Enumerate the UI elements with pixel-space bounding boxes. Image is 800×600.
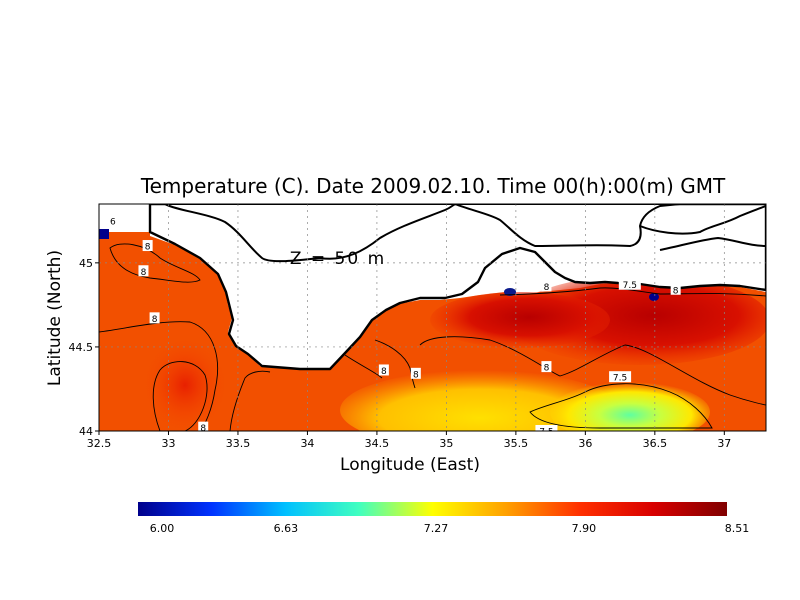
y-axis-label: Latitude (North) bbox=[45, 250, 65, 386]
contour-line bbox=[229, 370, 271, 431]
colorbar-tick-label: 8.51 bbox=[725, 522, 750, 535]
x-tick-label: 37 bbox=[717, 437, 731, 450]
contour-label-bg bbox=[541, 280, 552, 292]
x-axis-label: Longitude (East) bbox=[340, 455, 480, 475]
x-axis: 32.5 33 33.5 34 34.5 35 35.5 36 36.5 37 bbox=[87, 431, 731, 450]
x-tick-label: 33 bbox=[161, 437, 175, 450]
contour-label-bg bbox=[670, 283, 681, 295]
warm-core-east bbox=[510, 275, 766, 365]
land bbox=[148, 204, 766, 371]
cold-patch-west bbox=[99, 229, 109, 239]
contour-line bbox=[99, 321, 218, 431]
contour-label-bg bbox=[618, 278, 641, 290]
contour-label: 7.5 bbox=[539, 428, 553, 438]
x-tick-label: 34 bbox=[300, 437, 314, 450]
contour-label: 7.5 bbox=[623, 281, 637, 291]
yellow-core bbox=[340, 370, 620, 431]
colorbar-labels: 6.00 6.63 7.27 7.90 8.51 bbox=[150, 522, 750, 535]
chart-title: Temperature (C). Date 2009.02.10. Time 0… bbox=[140, 174, 726, 198]
contour-label-bg bbox=[138, 265, 149, 277]
depth-annotation: Z = 50 m bbox=[290, 249, 386, 269]
contour-line bbox=[529, 383, 713, 429]
contour-lines bbox=[99, 243, 766, 431]
sea-field bbox=[99, 229, 766, 431]
x-tick-label: 36.5 bbox=[643, 437, 668, 450]
cold-patch-east bbox=[649, 293, 659, 301]
contour-label-bg bbox=[107, 214, 118, 226]
contour-label: 6 bbox=[110, 217, 116, 227]
contour-label-bg bbox=[609, 371, 632, 383]
azov-sea bbox=[164, 204, 456, 263]
contour-label: 8 bbox=[544, 364, 550, 374]
contour-line bbox=[344, 354, 383, 379]
contour-label-bg bbox=[149, 312, 160, 324]
colorbar-strip bbox=[138, 502, 727, 516]
y-tick-label: 44.5 bbox=[69, 341, 94, 354]
contour-labels: 6 8 8 8 8 8 8 8 8 8 7.5 7.5 7.5 bbox=[107, 214, 681, 438]
colorbar: 6.00 6.63 7.27 7.90 8.51 bbox=[138, 502, 749, 535]
sea-region bbox=[99, 232, 766, 431]
azov-sea-east bbox=[454, 204, 681, 247]
x-tick-label: 35.5 bbox=[504, 437, 529, 450]
contour-label-bg bbox=[378, 364, 389, 376]
x-tick-label: 35 bbox=[439, 437, 453, 450]
warm-core-shelf bbox=[430, 292, 610, 348]
contour-label: 8 bbox=[200, 424, 206, 434]
contour-label-bg bbox=[535, 425, 558, 431]
contour-label-bg bbox=[541, 361, 552, 373]
contour-line bbox=[374, 339, 416, 389]
contour-line bbox=[499, 287, 766, 297]
contour-label-bg bbox=[198, 421, 209, 431]
contour-label-bg bbox=[410, 367, 421, 379]
plot-area: 6 8 8 8 8 8 8 8 8 8 7.5 7.5 7.5 Z = 50 m bbox=[99, 204, 766, 438]
contour-line bbox=[152, 361, 208, 431]
x-tick-label: 32.5 bbox=[87, 437, 112, 450]
colorbar-tick-label: 7.90 bbox=[572, 522, 597, 535]
grid bbox=[99, 204, 766, 431]
contour-line bbox=[419, 336, 766, 406]
contour-label: 8 bbox=[544, 283, 550, 293]
contour-label-bg bbox=[142, 240, 153, 252]
contour-label: 8 bbox=[141, 268, 147, 278]
contour-label: 8 bbox=[152, 315, 158, 325]
west-warm-core bbox=[145, 340, 225, 430]
cold-patch-kerch bbox=[504, 288, 516, 296]
cool-core bbox=[550, 382, 710, 431]
kerch-strait-coast bbox=[639, 205, 766, 235]
colorbar-tick-label: 6.00 bbox=[150, 522, 175, 535]
x-tick-label: 33.5 bbox=[226, 437, 251, 450]
contour-label: 8 bbox=[673, 286, 679, 296]
contour-label: 8 bbox=[145, 243, 151, 253]
plot-frame bbox=[98, 203, 767, 432]
colorbar-tick-label: 7.27 bbox=[424, 522, 449, 535]
y-tick-label: 45 bbox=[79, 257, 93, 270]
x-tick-label: 36 bbox=[578, 437, 592, 450]
contour-label: 8 bbox=[413, 370, 419, 380]
colorbar-tick-label: 6.63 bbox=[274, 522, 299, 535]
y-tick-label: 44 bbox=[79, 425, 93, 438]
y-axis: 44 44.5 45 bbox=[69, 257, 99, 438]
x-tick-label: 34.5 bbox=[365, 437, 390, 450]
taman-coast bbox=[659, 237, 766, 251]
contour-label: 8 bbox=[381, 367, 387, 377]
contour-label: 7.5 bbox=[613, 374, 627, 384]
